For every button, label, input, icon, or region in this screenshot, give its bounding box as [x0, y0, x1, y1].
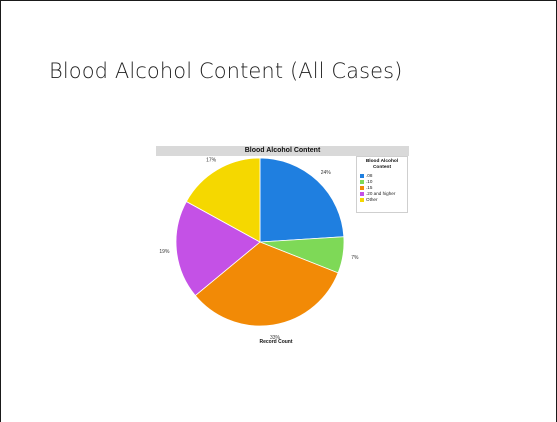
slice-percent-label: 19%: [159, 249, 170, 255]
pie-chart: Blood Alcohol Content 24% 7% 33% 19% 17% Rec…: [156, 146, 411, 356]
pie-svg: 24% 7% 33% 19% 17%: [159, 157, 359, 341]
legend-swatch: [360, 180, 364, 184]
pie-slice-08: [259, 157, 345, 243]
legend-item: Other: [360, 197, 404, 203]
legend-swatch: [360, 198, 364, 202]
legend-item: .20 and higher: [360, 191, 404, 197]
slice-percent-label: 7%: [351, 255, 359, 261]
legend-label: .20 and higher: [366, 191, 396, 196]
legend-item: .15: [360, 185, 404, 191]
pie-slice-15: [194, 241, 339, 327]
chart-footer-label: Record Count: [259, 339, 293, 345]
slice-percent-label: 33%: [270, 335, 281, 341]
slice-percent-label: 17%: [206, 157, 217, 163]
legend-item: .10: [360, 179, 404, 185]
chart-legend: Blood Alcohol Content .08.10.15.20 and h…: [356, 156, 408, 213]
legend-label: .10: [366, 179, 373, 184]
legend-label: .15: [366, 185, 373, 190]
legend-title: Blood Alcohol Content: [365, 159, 399, 170]
legend-label: Other: [366, 197, 378, 202]
slice-percent-label: 24%: [321, 170, 332, 176]
legend-swatch: [360, 186, 364, 190]
pie-slice-20-and-higher: [175, 200, 261, 297]
legend-swatch: [360, 192, 364, 196]
slide-title: Blood Alcohol Content (All Cases): [49, 59, 403, 83]
pie-slice-other: [185, 157, 261, 243]
chart-title: Blood Alcohol Content: [156, 146, 409, 156]
legend-item: .08: [360, 173, 404, 179]
legend-swatch: [360, 174, 364, 178]
legend-label: .08: [366, 173, 373, 178]
legend-items: .08.10.15.20 and higher Other: [360, 173, 404, 203]
